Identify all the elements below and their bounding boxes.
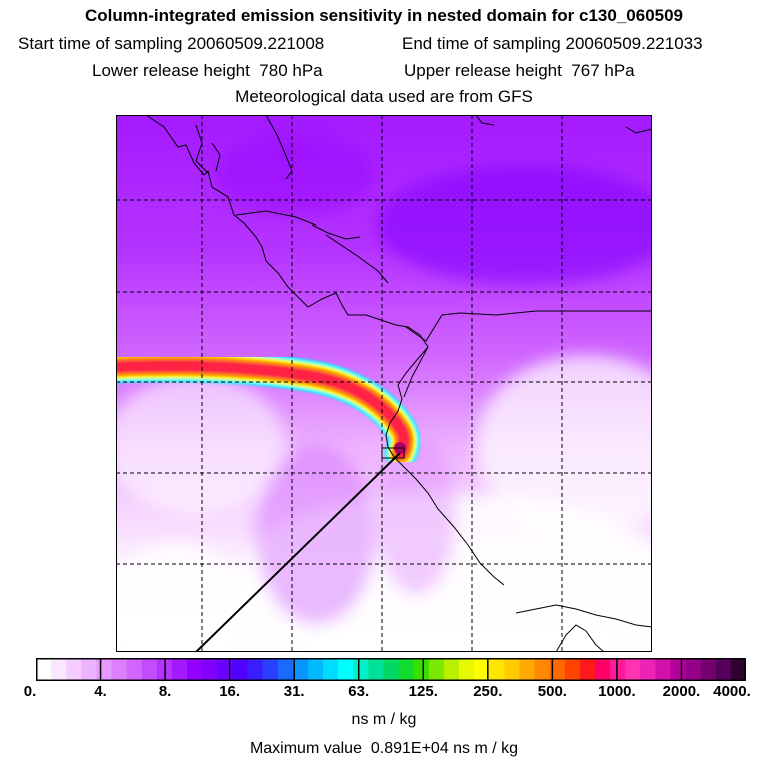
colorbar-cell <box>534 658 551 681</box>
met-data-note: Meteorological data used are from GFS <box>235 87 533 106</box>
end-time-label: End time of sampling <box>402 34 561 53</box>
colorbar-tick-label: 4. <box>94 683 107 700</box>
end-time-value: 20060509.221033 <box>565 34 703 53</box>
plot-title: Column-integrated emission sensitivity i… <box>84 6 684 25</box>
colorbar-cell <box>670 658 687 681</box>
colorbar-cell <box>504 658 521 681</box>
colorbar-cell <box>715 658 732 681</box>
colorbar-cell <box>36 658 52 681</box>
colorbar-cell <box>353 658 369 681</box>
colorbar-cell <box>307 658 324 681</box>
colorbar-cell <box>383 658 400 681</box>
lower-release-label: Lower release height <box>92 61 250 80</box>
colorbar-cell <box>262 658 279 681</box>
colorbar-cell <box>519 658 536 681</box>
colorbar-tick-label: 500. <box>537 683 567 700</box>
colorbar-cell <box>610 658 626 681</box>
colorbar-cell <box>247 658 264 681</box>
colorbar-cell <box>81 658 98 681</box>
colorbar-tick-label: 16. <box>219 683 241 700</box>
colorbar-cell <box>685 658 702 681</box>
colorbar-cell <box>187 658 203 681</box>
lower-release-value: 780 hPa <box>259 61 323 80</box>
colorbar-cell <box>126 658 143 681</box>
colorbar-tick-label: 1000. <box>598 683 636 700</box>
colorbar-cell <box>700 658 717 681</box>
maximum-value-number: 0.891E+04 ns m / kg <box>370 740 519 757</box>
colorbar-cell <box>171 658 188 681</box>
colorbar-cell <box>66 658 82 681</box>
colorbar-cell <box>292 658 309 681</box>
colorbar-cell <box>232 658 249 681</box>
colorbar-cell <box>202 658 218 681</box>
start-time-label: Start time of sampling <box>18 34 183 53</box>
colorbar-cell <box>474 658 490 681</box>
maximum-value: Maximum value 0.891E+04 ns m / kg <box>0 740 768 758</box>
colorbar-cell <box>368 658 385 681</box>
sensitivity-field <box>116 135 652 652</box>
lower-release-height: Lower release height 780 hPa <box>92 61 323 81</box>
colorbar-cell <box>640 658 656 681</box>
colorbar-cell <box>730 658 746 681</box>
colorbar-cell <box>655 658 672 681</box>
colorbar-cell <box>443 658 460 681</box>
colorbar-cell <box>625 658 641 681</box>
upper-release-label: Upper release height <box>404 61 562 80</box>
colorbar-tick-label: 2000. <box>662 683 701 700</box>
colorbar-cell <box>428 658 445 681</box>
colorbar-frame <box>36 658 746 681</box>
colorbar-cell <box>594 658 611 681</box>
map-frame <box>116 115 652 652</box>
upper-release-value: 767 hPa <box>571 61 635 80</box>
upper-release-height: Upper release height 767 hPa <box>404 61 635 81</box>
colorbar-cells <box>36 658 746 681</box>
grid-lines <box>116 115 652 652</box>
start-time-value: 20060509.221008 <box>187 34 325 53</box>
colorbar-cell <box>217 658 233 681</box>
colorbar-cell <box>549 658 566 681</box>
end-time: End time of sampling 20060509.221033 <box>402 34 703 54</box>
colorbar-cell <box>579 658 596 681</box>
colorbar <box>36 658 746 681</box>
colorbar-tick-label: 4000. <box>713 683 751 700</box>
colorbar-cell <box>277 658 294 681</box>
colorbar-cell <box>458 658 475 681</box>
colorbar-separators <box>99 658 683 681</box>
colorbar-tick-label: 63. <box>348 683 370 700</box>
colorbar-cell <box>323 658 339 681</box>
colorbar-tick-label: 0. <box>23 683 37 700</box>
colorbar-tick-label: 31. <box>283 683 305 700</box>
emission-plume <box>116 350 420 469</box>
maximum-value-label: Maximum value <box>249 740 362 757</box>
colorbar-cell <box>111 658 128 681</box>
colorbar-cell <box>51 658 67 681</box>
colorbar-cell <box>398 658 415 681</box>
colorbar-cell <box>413 658 430 681</box>
colorbar-cell <box>338 658 354 681</box>
receptor-box <box>381 447 405 459</box>
colorbar-cell <box>96 658 113 681</box>
flight-track <box>195 452 401 652</box>
colorbar-units: ns m / kg <box>351 711 417 728</box>
colorbar-tick-label: 125. <box>408 683 438 700</box>
colorbar-cell <box>141 658 158 681</box>
coastlines <box>145 115 652 652</box>
colorbar-cell <box>489 658 505 681</box>
colorbar-cell <box>564 658 581 681</box>
colorbar-tick-label: 8. <box>158 683 172 700</box>
sensitivity-map <box>116 115 652 652</box>
start-time: Start time of sampling 20060509.221008 <box>18 34 324 54</box>
colorbar-tick-label: 250. <box>473 683 503 700</box>
